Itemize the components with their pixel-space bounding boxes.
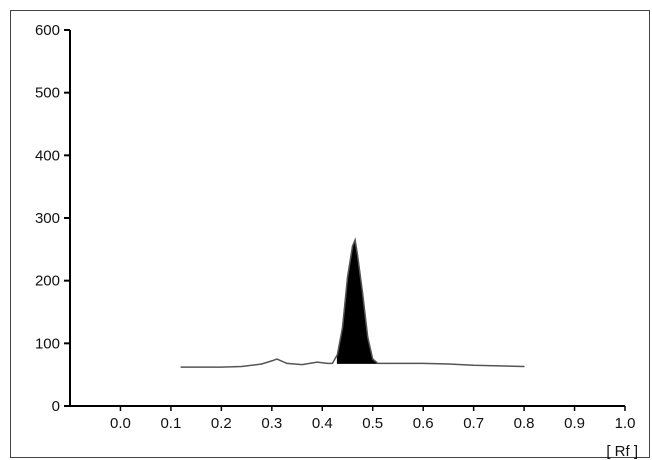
- y-tick-label: 0: [52, 398, 60, 415]
- data-point: [346, 276, 349, 279]
- plot-area: [180, 237, 525, 368]
- data-point: [498, 365, 500, 367]
- data-point: [180, 366, 182, 368]
- y-tick-label: 400: [35, 147, 60, 164]
- data-point: [316, 361, 318, 363]
- data-point: [356, 255, 359, 257]
- data-point: [351, 245, 354, 247]
- x-tick-label: 1.0: [615, 415, 636, 432]
- data-point: [382, 362, 384, 364]
- y-tick-label: 500: [35, 85, 60, 102]
- data-point: [367, 336, 369, 338]
- x-tick-label: 0.0: [110, 415, 131, 432]
- x-tick-label: 0.6: [413, 415, 434, 432]
- chart-frame: [10, 10, 650, 458]
- data-point: [372, 358, 374, 360]
- data-point: [331, 362, 333, 364]
- data-point: [301, 364, 303, 366]
- y-tick-label: 600: [35, 22, 60, 39]
- data-point: [200, 366, 202, 368]
- x-axis-title: [ Rf ]: [606, 443, 638, 460]
- data-point: [362, 292, 364, 294]
- y-tick-label: 100: [35, 335, 60, 352]
- data-point: [523, 365, 525, 368]
- x-tick-label: 0.8: [514, 415, 535, 432]
- data-point: [326, 362, 328, 364]
- data-point: [336, 354, 339, 356]
- data-point: [286, 362, 288, 364]
- data-point: [276, 358, 278, 360]
- x-tick-label: 0.1: [160, 415, 181, 432]
- data-point: [422, 362, 424, 364]
- data-point: [397, 362, 399, 364]
- data-point: [341, 327, 344, 329]
- data-point: [354, 239, 356, 241]
- x-tick-label: 0.4: [312, 415, 333, 432]
- data-point: [377, 362, 379, 364]
- x-tick-label: 0.5: [362, 415, 383, 432]
- data-point: [447, 363, 450, 365]
- data-point: [240, 365, 243, 368]
- x-axis: 0.0 0.1 0.2 0.3 0.4 0.5 0.6 0.7 0.8 0.9 1.0: [70, 405, 636, 432]
- y-axis: 0 100 200 300 400 500 600: [35, 22, 71, 415]
- data-point: [271, 360, 273, 362]
- data-point: [473, 364, 475, 366]
- y-tick-label: 300: [35, 210, 60, 227]
- data-point: [220, 366, 222, 368]
- x-tick-label: 0.7: [463, 415, 484, 432]
- x-tick-label: 0.9: [564, 415, 585, 432]
- y-tick-label: 200: [35, 273, 60, 290]
- x-tick-label: 0.2: [211, 415, 232, 432]
- x-tick-label: 0.3: [261, 415, 282, 432]
- data-point: [261, 363, 263, 365]
